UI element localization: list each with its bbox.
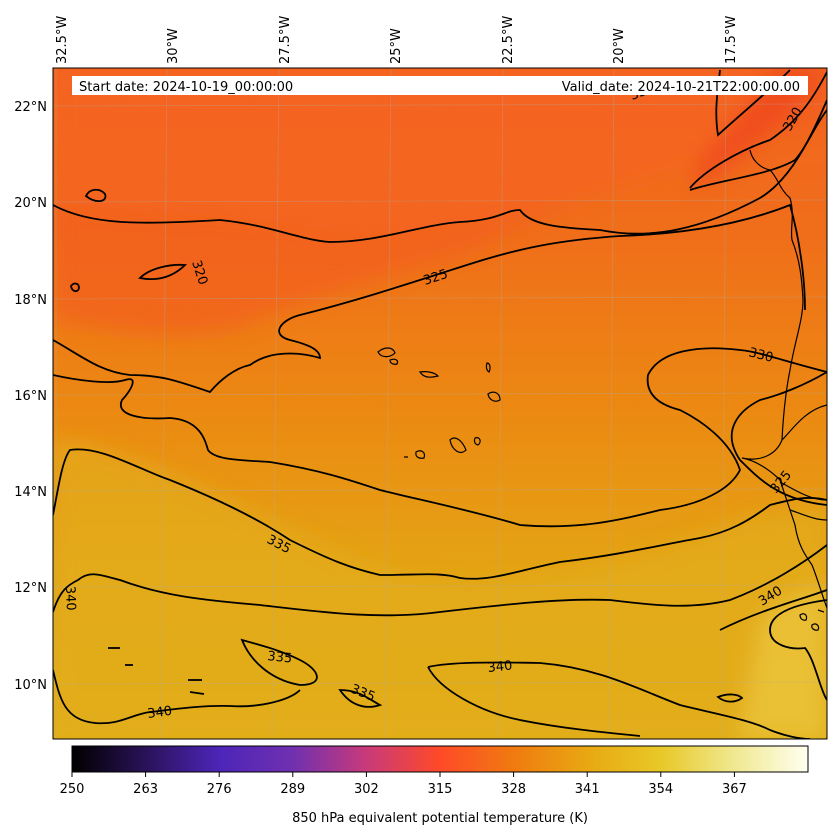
contour-label: 335 xyxy=(267,649,293,667)
contour-small-s4 xyxy=(189,691,205,695)
colorbar-tick-label: 315 xyxy=(428,782,453,797)
colorbar: 250 263 276 289 302 315 328 341 354 367 850 hPa e… xyxy=(60,745,809,826)
longitude-labels: 32.5°W 30°W 27.5°W 25°W 22.5°W 20°W 17.5… xyxy=(55,16,739,64)
contour-325-middle xyxy=(53,203,806,394)
start-date: Start date: 2024-10-19_00:00:00 xyxy=(79,80,293,95)
valid-date: Valid_date: 2024-10-21T22:00:00.00 xyxy=(562,80,800,95)
contour-340-south-east xyxy=(427,661,811,739)
field-shading xyxy=(53,68,827,739)
cabo-verde-island-8 xyxy=(415,450,426,459)
colorbar-tick-label: 276 xyxy=(207,782,232,797)
africa-border-2 xyxy=(779,481,827,501)
africa-coastline xyxy=(741,149,827,609)
lon-label: 32.5°W xyxy=(55,16,70,64)
contour-lines xyxy=(53,69,827,739)
colorbar-tick-label: 328 xyxy=(501,782,526,797)
lat-label: 12°N xyxy=(14,581,47,596)
cabo-verde-island-1 xyxy=(377,347,396,358)
cabo-verde-island-2 xyxy=(389,358,399,365)
colorbar-tick-label: 341 xyxy=(575,782,600,797)
contour-340-southeast xyxy=(719,589,827,631)
map-frame xyxy=(52,67,828,740)
cabo-verde-island-6 xyxy=(449,437,467,453)
lon-label: 20°W xyxy=(612,28,627,64)
cabo-verde-island-5 xyxy=(487,391,501,402)
date-banner xyxy=(72,76,808,95)
contour-small-w xyxy=(70,282,80,293)
lat-label: 10°N xyxy=(14,678,47,693)
contour-330-east xyxy=(53,347,827,528)
colorbar-tick-label: 367 xyxy=(722,782,747,797)
colorbar-tick-label: 263 xyxy=(133,782,158,797)
colorbar-tick-label: 302 xyxy=(354,782,379,797)
lat-label: 14°N xyxy=(14,485,47,500)
contour-335-south-small-1 xyxy=(240,638,318,686)
colorbar-tick-label: 289 xyxy=(280,782,305,797)
lat-label: 22°N xyxy=(14,100,47,115)
map-area: 320 320 325 330 335 335 335 340 340 340 … xyxy=(53,68,827,739)
africa-border-1 xyxy=(781,404,827,441)
contour-340-west xyxy=(53,544,827,617)
contour-label: 340 xyxy=(487,658,513,676)
contour-label: 340 xyxy=(62,586,78,611)
contour-label: 330 xyxy=(747,345,775,366)
graticule xyxy=(53,68,827,739)
contour-label: 340 xyxy=(146,704,173,722)
contour-340-southeast-loop xyxy=(769,599,827,701)
contour-320-northeast-lower xyxy=(689,71,827,189)
north-zone xyxy=(53,68,827,233)
lon-label: 22.5°W xyxy=(501,16,516,64)
cabo-verde-island-7 xyxy=(473,437,481,446)
africa-border-3 xyxy=(789,509,827,521)
colorbar-title: 850 hPa equivalent potential temperature… xyxy=(292,811,588,826)
coastlines xyxy=(377,149,827,631)
lat-label: 16°N xyxy=(14,389,47,404)
lon-label: 27.5°W xyxy=(278,16,293,64)
southeast-high xyxy=(740,585,827,739)
colorbar-tick-label: 250 xyxy=(60,782,85,797)
contour-label: 325 xyxy=(422,267,450,289)
high-band xyxy=(690,68,827,190)
africa-islands-se xyxy=(799,609,825,631)
colorbar-tick-label: 354 xyxy=(648,782,673,797)
colorbar-bar xyxy=(71,745,809,773)
lon-label: 25°W xyxy=(389,28,404,64)
contour-340-south-east-upper xyxy=(427,666,641,737)
latitude-labels: 22°N 20°N 18°N 16°N 14°N 12°N 10°N xyxy=(14,100,47,693)
contour-335 xyxy=(53,448,827,580)
lat-label: 18°N xyxy=(14,293,47,308)
lat-label: 20°N xyxy=(14,196,47,211)
contour-small-nw-blob xyxy=(84,188,107,202)
contour-small-ne xyxy=(716,693,744,703)
contour-340-south xyxy=(53,669,301,725)
contour-335-south-small-2 xyxy=(338,689,383,708)
cabo-verde-island-3 xyxy=(418,371,440,378)
contour-label: 320 xyxy=(188,259,210,287)
contour-320-northeast xyxy=(689,109,827,191)
contour-330-southeast xyxy=(730,371,827,506)
colorbar-ticks: 250 263 276 289 302 315 328 341 354 367 xyxy=(60,772,747,797)
lon-label: 30°W xyxy=(166,28,181,64)
lon-label: 17.5°W xyxy=(724,16,739,64)
contour-325-north xyxy=(53,99,827,243)
cabo-verde-island-4 xyxy=(485,362,491,373)
contour-320-west-loop xyxy=(138,263,188,280)
